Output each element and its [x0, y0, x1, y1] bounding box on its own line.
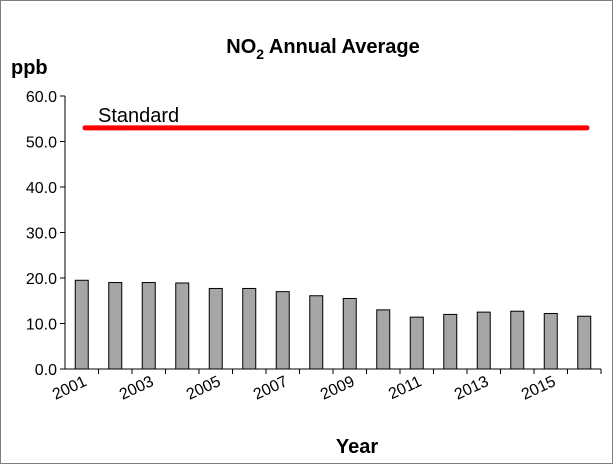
x-tick-label-2003: 2003: [117, 373, 157, 403]
bar-2010: [376, 309, 391, 370]
x-tick-label-2013: 2013: [452, 373, 492, 403]
x-tick-label-2009: 2009: [318, 373, 358, 403]
bar-2015: [543, 312, 558, 370]
bar-2001: [74, 279, 89, 370]
y-tick-label: 60.0: [26, 89, 57, 106]
bar-2014: [510, 310, 525, 370]
bar-2006: [242, 287, 257, 370]
bar-2004: [175, 282, 190, 370]
x-axis-ticks: 2001 2003 2005 2007 2009 2011 2013 2015: [50, 369, 602, 404]
standard-label: Standard: [98, 105, 179, 127]
standard-group: Standard: [82, 105, 590, 131]
chart-title: NO2 Annual Average: [226, 36, 419, 62]
y-tick-label: 0.0: [35, 362, 57, 379]
x-tick-label-2015: 2015: [519, 373, 559, 403]
bar-2016: [577, 315, 592, 370]
y-tick-label: 30.0: [26, 226, 57, 243]
y-tick-label: 40.0: [26, 180, 57, 197]
y-tick-label: 20.0: [26, 271, 57, 288]
x-tick-label-2007: 2007: [251, 373, 291, 403]
chart-title-rest: Annual Average: [264, 36, 420, 58]
bar-2009: [342, 297, 357, 370]
bar-2008: [309, 295, 324, 370]
y-axis-label: ppb: [11, 57, 48, 79]
bar-2007: [275, 291, 290, 370]
y-tick-label: 10.0: [26, 317, 57, 334]
x-axis-label: Year: [336, 436, 378, 458]
x-tick-label-2005: 2005: [184, 373, 224, 403]
bar-2002: [108, 282, 123, 370]
bar-2012: [443, 313, 458, 370]
x-tick-label-2011: 2011: [386, 373, 424, 403]
bar-2005: [208, 287, 223, 370]
bar-2011: [409, 316, 424, 370]
chart-title-subscript: 2: [256, 46, 264, 62]
bar-series: [74, 279, 592, 370]
chart-title-main: NO: [226, 36, 256, 58]
bar-2013: [476, 311, 491, 370]
y-tick-label: 50.0: [26, 135, 57, 152]
bar-2003: [141, 282, 156, 370]
y-axis-ticks: 0.0 10.0 20.0 30.0 40.0 50.0 60.0: [26, 89, 65, 379]
